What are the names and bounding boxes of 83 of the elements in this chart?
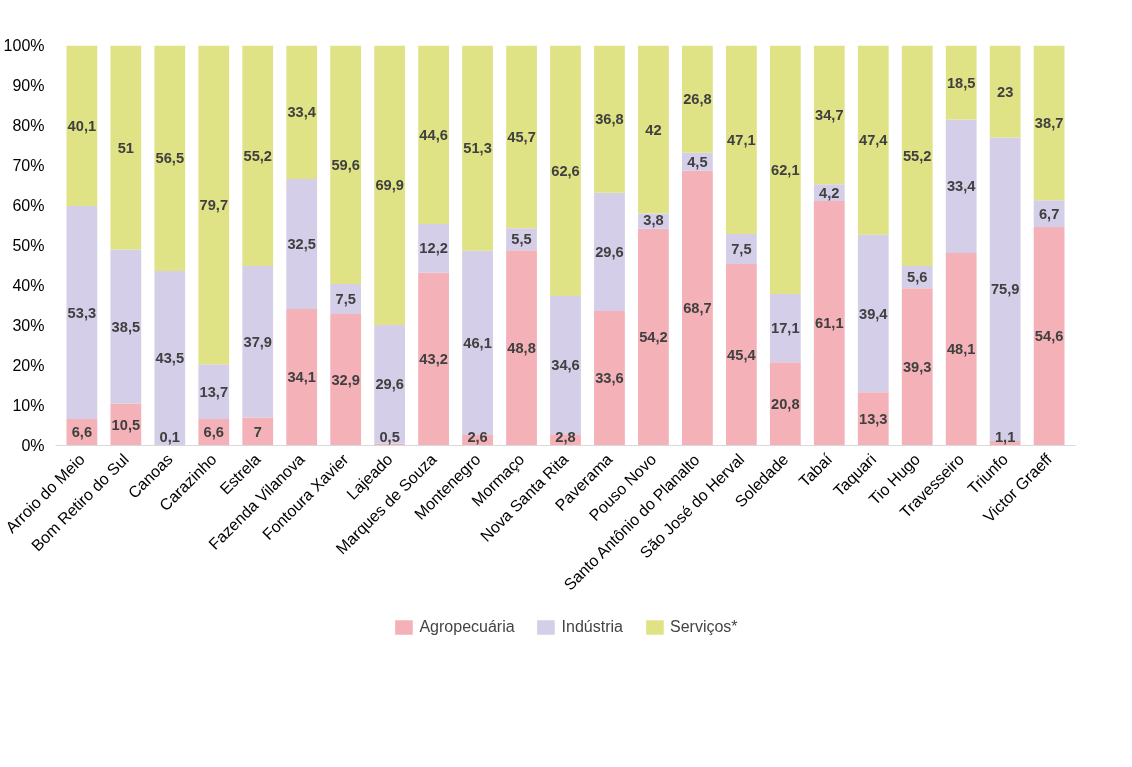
data-label: 29,6 xyxy=(375,376,404,393)
y-tick-label: 80% xyxy=(12,117,45,134)
data-label: 2,6 xyxy=(467,428,488,445)
y-tick-label: 10% xyxy=(12,397,45,414)
data-label: 1,1 xyxy=(994,428,1016,445)
data-label: 34,1 xyxy=(287,369,316,386)
data-label: 38,7 xyxy=(1034,114,1064,131)
data-label: 42 xyxy=(645,121,662,138)
data-label: 34,7 xyxy=(815,106,844,123)
data-label: 69,9 xyxy=(375,177,404,194)
data-label: 6,6 xyxy=(71,424,93,441)
legend-label: Serviços* xyxy=(669,618,738,636)
data-label: 48,1 xyxy=(946,341,976,358)
data-label: 7,5 xyxy=(731,240,752,257)
y-tick-label: 20% xyxy=(12,357,45,374)
data-label: 7,5 xyxy=(335,290,356,307)
data-label: 55,2 xyxy=(902,147,932,164)
data-label: 13,3 xyxy=(859,410,888,427)
data-label: 7 xyxy=(253,423,262,440)
data-label: 54,2 xyxy=(639,329,668,346)
data-label: 4,2 xyxy=(819,184,840,201)
data-label: 32,9 xyxy=(331,371,360,388)
data-label: 26,8 xyxy=(683,91,712,108)
legend-label: Indústria xyxy=(561,618,623,636)
data-label: 39,4 xyxy=(859,305,889,322)
y-tick-label: 90% xyxy=(12,77,45,94)
data-label: 43,5 xyxy=(155,350,185,367)
data-label: 75,9 xyxy=(990,281,1020,298)
data-label: 45,4 xyxy=(727,346,757,363)
data-label: 44,6 xyxy=(419,126,448,143)
data-label: 37,9 xyxy=(243,333,273,350)
data-label: 17,1 xyxy=(771,320,800,337)
data-label: 33,4 xyxy=(287,104,317,121)
data-label: 48,8 xyxy=(507,339,536,356)
y-tick-label: 40% xyxy=(12,277,45,294)
data-label: 34,6 xyxy=(551,357,580,374)
data-label: 51 xyxy=(117,139,135,156)
data-label: 45,7 xyxy=(507,128,536,145)
data-label: 62,1 xyxy=(771,161,800,178)
data-label: 33,6 xyxy=(595,370,624,387)
data-label: 33,4 xyxy=(946,178,977,195)
data-label: 12,2 xyxy=(419,240,448,257)
y-tick-label: 70% xyxy=(12,157,45,174)
data-label: 40,1 xyxy=(67,117,97,134)
data-label: 68,7 xyxy=(683,300,712,317)
data-label: 6,7 xyxy=(1038,205,1060,222)
data-label: 53,3 xyxy=(67,304,97,321)
legend-label: Agropecuária xyxy=(419,618,515,636)
data-label: 59,6 xyxy=(331,156,360,173)
data-label: 0,1 xyxy=(159,428,180,445)
data-label: 20,8 xyxy=(771,395,800,412)
data-label: 5,5 xyxy=(511,231,532,248)
y-tick-label: 30% xyxy=(12,317,45,334)
data-label: 29,6 xyxy=(595,243,624,260)
data-label: 55,2 xyxy=(243,147,273,164)
data-label: 13,7 xyxy=(199,383,229,400)
data-label: 6,6 xyxy=(203,424,224,441)
data-label: 0,5 xyxy=(379,428,400,445)
data-label: 62,6 xyxy=(551,162,580,179)
data-label: 56,5 xyxy=(155,150,185,167)
data-label: 61,1 xyxy=(815,315,844,332)
y-tick-label: 0% xyxy=(21,437,45,454)
data-label: 32,5 xyxy=(287,236,316,253)
data-label: 43,2 xyxy=(419,351,448,368)
data-label: 10,5 xyxy=(111,416,141,433)
data-label: 36,8 xyxy=(595,111,624,128)
data-label: 46,1 xyxy=(463,334,492,351)
data-label: 38,5 xyxy=(111,318,141,335)
data-label: 4,5 xyxy=(687,153,708,170)
y-tick-label: 60% xyxy=(12,197,45,214)
data-label: 39,3 xyxy=(902,358,932,375)
data-label: 18,5 xyxy=(946,74,976,91)
data-label: 79,7 xyxy=(199,196,229,213)
data-label: 23 xyxy=(997,83,1014,100)
data-label: 47,1 xyxy=(727,131,756,148)
y-tick-label: 100% xyxy=(3,37,45,54)
data-label: 3,8 xyxy=(643,211,664,228)
data-label: 51,3 xyxy=(463,140,492,157)
data-label: 54,6 xyxy=(1034,328,1064,345)
data-label: 2,8 xyxy=(555,428,576,445)
data-label: 47,4 xyxy=(859,131,889,148)
y-tick-label: 50% xyxy=(12,237,45,254)
data-label: 5,6 xyxy=(907,269,928,286)
